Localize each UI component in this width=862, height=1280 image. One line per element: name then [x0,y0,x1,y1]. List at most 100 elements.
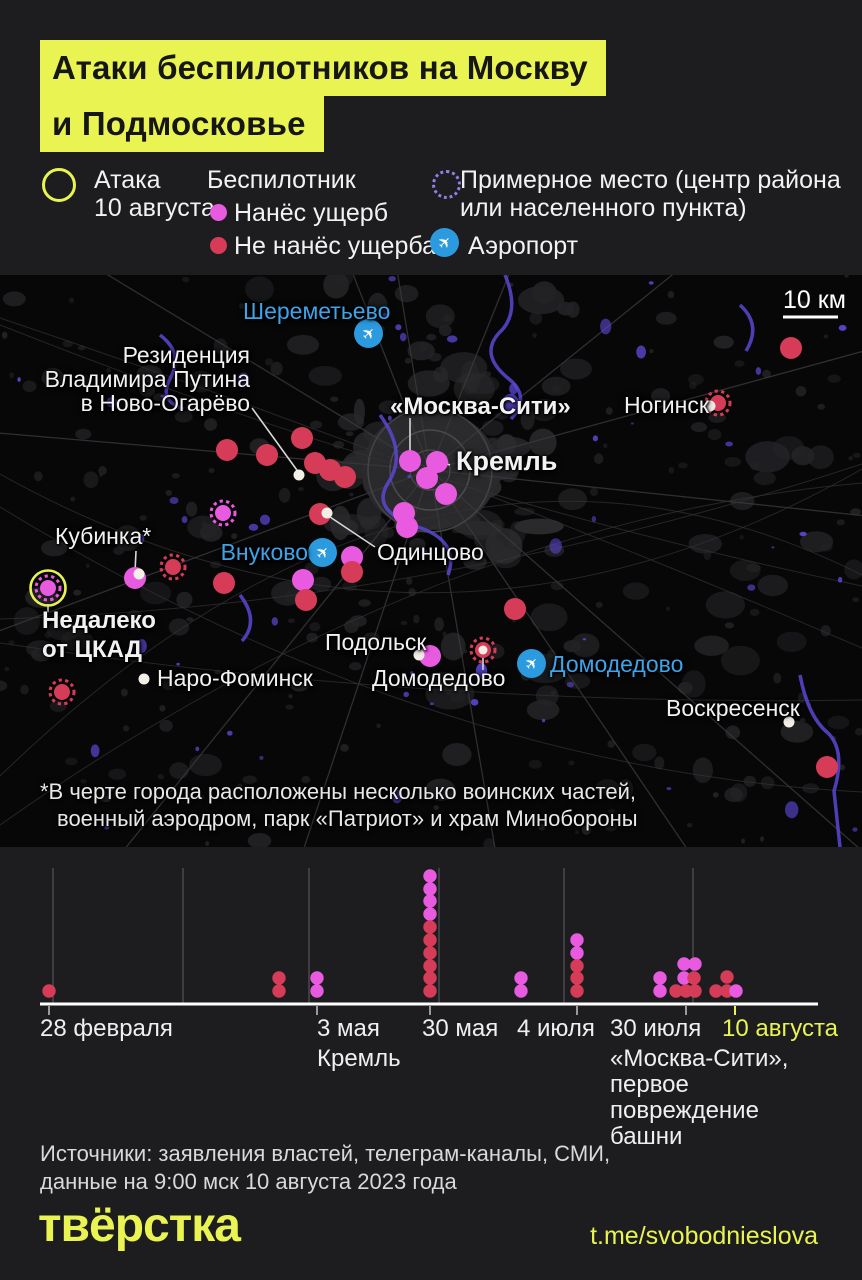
timeline-dot-no-damage [570,984,584,998]
marker-drone-no-damage [780,337,802,359]
timeline-dot-no-damage [720,970,734,984]
map-scale-label: 10 км [783,286,846,314]
map-label-domodedovo-town: Домодедово [372,665,506,691]
airport-icon-sheremetyevo: ✈ [354,319,383,348]
marker-anchor-dot [704,400,716,412]
marker-anchor-dot [293,469,305,481]
marker-anchor-dot [783,716,795,728]
marker-anchor-dot [133,568,145,580]
map-label-nedaleko-ot-ckad: Недалеко от ЦКАД [42,607,156,663]
damage-dot-icon [210,204,227,221]
airport-icon-domodedovo: ✈ [517,649,546,678]
marker-drone-no-damage [216,439,238,461]
marker-drone-damage [292,569,314,591]
map-footnote-line2: военный аэродром, парк «Патриот» и храм … [57,806,638,831]
timeline-chart [40,868,818,1015]
approx-place-icon [432,170,461,199]
map-label-podolsk: Подольск [325,629,427,655]
timeline-date-label-2: 30 мая [422,1015,499,1042]
page-title: Атаки беспилотников на Москву и Подмоско… [40,40,606,152]
marker-drone-damage [399,450,421,472]
timeline-dot-no-damage [709,984,723,998]
marker-drone-no-damage [213,572,235,594]
sources: Источники: заявления властей, телеграм-к… [40,1140,610,1196]
sources-line1: Источники: заявления властей, телеграм-к… [40,1141,611,1166]
timeline-dot-damage [423,882,437,896]
timeline-dot-no-damage [688,984,702,998]
timeline-dot-damage [570,933,584,947]
map: ✈ ✈ ✈ Шереметьево Резиденция Владимира Путина… [0,275,862,847]
timeline-dot-damage [688,957,702,971]
map-footnote-line1: *В черте города расположены несколько во… [40,779,636,804]
timeline-dot-damage [653,971,667,985]
airport-icon: ✈ [430,228,459,257]
legend-approx-line1: Примерное место (центр района [460,166,841,194]
timeline-dot-damage [423,907,437,921]
map-label-kubinka: Кубинка* [55,523,152,549]
timeline-annotation-1: Кремль [317,1045,401,1072]
timeline-date-label-0: 28 февраля [40,1015,173,1042]
timeline-dot-damage [677,957,691,971]
timeline-dot-no-damage [423,959,437,973]
timeline-dot-no-damage [272,984,286,998]
attack-ring-icon [42,168,76,202]
timeline-dot-damage [423,894,437,908]
map-label-residence: Резиденция Владимира Путина в Ново-Огарёво [44,342,250,416]
marker-drone-damage [396,516,418,538]
timeline-dot-no-damage [687,971,701,985]
publisher-logo: твёрстка [38,1199,241,1252]
timeline-dot-no-damage [570,971,584,985]
timeline-dot-damage [729,984,743,998]
airport-icon-vnukovo: ✈ [308,538,337,567]
marker-drone-no-damage [295,589,317,611]
map-label-noginsk: Ногинск [624,392,709,418]
map-markers [29,337,838,778]
marker-drone-damage [416,467,438,489]
legend-drone-header: Беспилотник [207,166,356,194]
legend-approx-line2: или населенного пункта) [460,194,747,222]
marker-drone-no-damage [816,756,838,778]
timeline-dot-no-damage [423,933,437,947]
map-label-domodedovo-airport: Домодедово [550,651,684,677]
legend-no-damage-label: Не нанёс ущерба [234,232,437,260]
marker-drone-damage [419,645,441,667]
marker-drone-no-damage [504,598,526,620]
timeline-dot-no-damage [423,971,437,985]
title-line-2: и Подмосковье [40,96,324,152]
timeline-dot-no-damage [272,971,286,985]
map-label-vnukovo: Внуково [220,539,308,565]
marker-approx-no-damage [159,553,187,581]
timeline-date-label-1: 3 мая [317,1015,380,1042]
timeline-dot-damage [423,869,437,883]
timeline-dot-damage [310,984,324,998]
map-label-kremlin: Кремль [456,446,558,476]
map-canvas [0,275,862,847]
timeline-dot-no-damage [423,946,437,960]
title-line-1: Атаки беспилотников на Москву [40,40,606,96]
marker-drone-no-damage [341,561,363,583]
timeline-dot-damage [310,971,324,985]
timeline-dot-no-damage [423,920,437,934]
legend-attack-line1: Атака [94,166,161,194]
marker-approx-no-damage [48,678,76,706]
timeline-date-label-4: 30 июля [610,1015,702,1042]
timeline-dot-no-damage [42,984,56,998]
marker-anchor-dot [138,673,150,685]
marker-drone-damage [426,451,448,473]
marker-approx-damage [29,569,67,607]
sources-line2: данные на 9:00 мск 10 августа 2023 года [40,1169,457,1194]
telegram-link[interactable]: t.me/svobodnieslova [590,1222,818,1250]
marker-drone-no-damage [256,444,278,466]
map-label-naro-fominsk: Наро-Фоминск [157,665,313,691]
timeline-dot-damage [653,984,667,998]
timeline-dot-damage [570,946,584,960]
timeline-dot-no-damage [423,984,437,998]
timeline-dot-damage [514,971,528,985]
timeline-dot-damage [677,971,691,985]
marker-anchor-dot [321,507,333,519]
legend-attack-line2: 10 августа [94,194,215,222]
marker-approx-no-damage [469,636,497,664]
timeline-dot-no-damage [669,984,683,998]
timeline-date-label-5: 10 августа [722,1015,839,1042]
